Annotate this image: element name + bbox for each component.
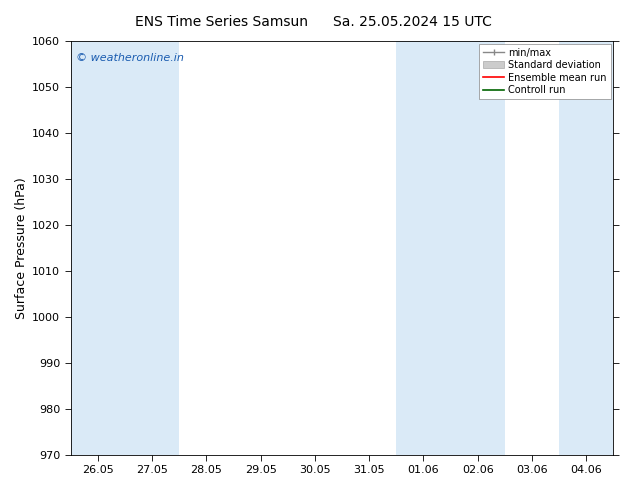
Bar	[71, 41, 125, 455]
Bar	[559, 41, 614, 455]
Bar	[396, 41, 451, 455]
Text: ENS Time Series Samsun: ENS Time Series Samsun	[136, 15, 308, 29]
Bar	[451, 41, 505, 455]
Text: Sa. 25.05.2024 15 UTC: Sa. 25.05.2024 15 UTC	[333, 15, 491, 29]
Text: © weatheronline.in: © weatheronline.in	[76, 53, 184, 64]
Bar	[125, 41, 179, 455]
Legend: min/max, Standard deviation, Ensemble mean run, Controll run: min/max, Standard deviation, Ensemble me…	[479, 44, 611, 99]
Y-axis label: Surface Pressure (hPa): Surface Pressure (hPa)	[15, 177, 28, 318]
